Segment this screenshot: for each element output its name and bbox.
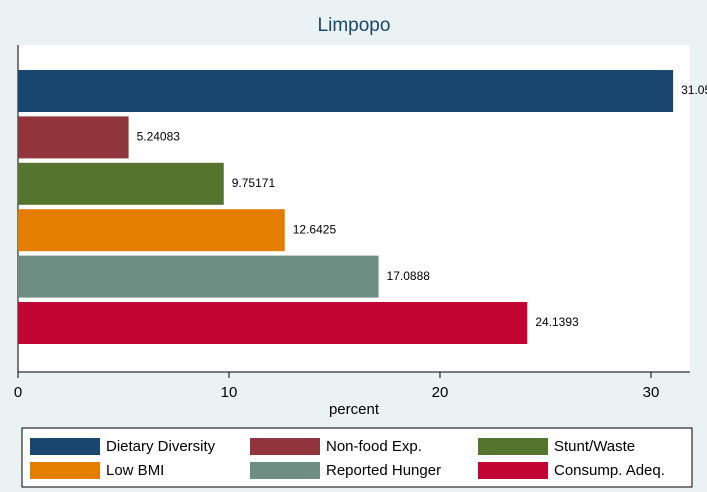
legend-swatch: [250, 438, 320, 455]
x-tick-label: 20: [432, 384, 449, 401]
bar: [18, 255, 379, 298]
x-tick-label: 30: [643, 384, 660, 401]
legend-swatch: [478, 462, 548, 479]
legend-label: Stunt/Waste: [554, 438, 635, 455]
bar: [18, 116, 129, 159]
chart-title: Limpopo: [318, 15, 391, 36]
legend-label: Dietary Diversity: [106, 438, 216, 455]
bar: [18, 162, 224, 205]
legend-swatch: [30, 462, 100, 479]
legend-label: Low BMI: [106, 462, 164, 479]
bar: [18, 209, 285, 252]
data-label: 31.05: [681, 83, 707, 97]
legend: [21, 427, 693, 488]
data-label: 24.1393: [535, 315, 579, 329]
legend-label: Non-food Exp.: [326, 438, 422, 455]
data-label: 5.24083: [137, 130, 181, 144]
bar: [18, 302, 528, 344]
x-axis-title: percent: [329, 401, 380, 418]
bar: [18, 70, 674, 112]
data-label: 17.0888: [387, 269, 431, 283]
x-tick-label: 0: [14, 384, 22, 401]
legend-swatch: [250, 462, 320, 479]
data-label: 12.6425: [293, 222, 337, 236]
data-label: 9.75171: [232, 176, 276, 190]
legend-swatch: [478, 438, 548, 455]
legend-label: Consump. Adeq.: [554, 462, 665, 479]
legend-label: Reported Hunger: [326, 462, 441, 479]
x-tick-label: 10: [221, 384, 238, 401]
legend-swatch: [30, 438, 100, 455]
